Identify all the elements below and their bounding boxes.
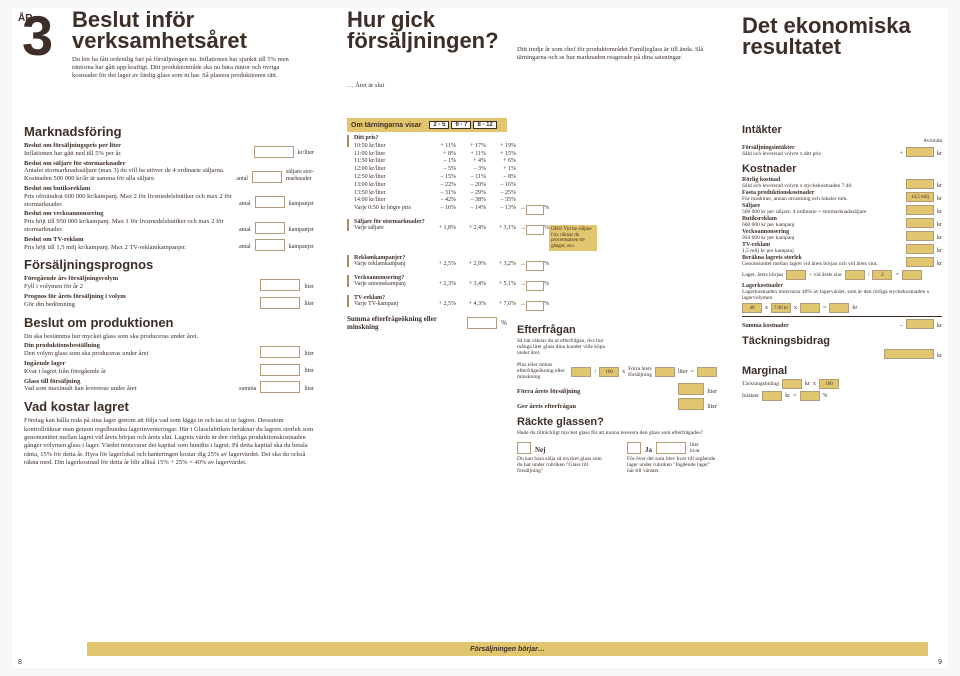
kost-input[interactable] <box>906 244 934 254</box>
effect-icon <box>347 295 349 307</box>
kostnad-row: Beräkna lagrets storlekGenomsnittet mell… <box>742 255 942 267</box>
pris-block: Beslut om försäljningspris per liter Inf… <box>24 142 314 158</box>
marg-tb-input[interactable] <box>782 379 802 389</box>
eq-pct-input[interactable] <box>571 367 591 377</box>
top-mid2-col: Ditt tredje år som chef för produktområd… <box>517 10 717 62</box>
effect-icon <box>347 275 349 287</box>
tv-input[interactable] <box>255 239 285 251</box>
result-column: Intäkter Avrunda FörsäljningsintäkterSål… <box>742 118 942 403</box>
result-title: Det ekonomiska resultatet <box>742 16 937 58</box>
intro-text: Du bör ha fått ordentlig fart på försälj… <box>72 56 302 80</box>
intakter-input[interactable] <box>906 147 934 157</box>
effect-icon <box>347 255 349 267</box>
kostnad-row: Rörlig kostnadSåld och levererad volym x… <box>742 177 942 189</box>
left-column: Marknadsföring Beslut om försäljningspri… <box>24 118 314 470</box>
butik-block: Beslut om butiksreklam Pris oförändrat 6… <box>24 185 314 208</box>
kostnad-row: Veckoannonsering950 000 kr per kampanj k… <box>742 229 942 241</box>
page-number-left: 8 <box>18 659 22 666</box>
prognos2-input[interactable] <box>260 297 300 309</box>
effekt-row: Reklamkampanjer? Varje reklamkampanj + 2… <box>347 255 507 271</box>
kost-input[interactable] <box>906 257 934 267</box>
kostnad-row: Butiksreklam600 000 kr per kampanj kr <box>742 216 942 228</box>
ja-checkbox[interactable] <box>627 442 641 454</box>
ger-input[interactable] <box>678 398 704 410</box>
pris-input[interactable] <box>254 146 294 158</box>
middle-column: Om tärningarna visar 2 - 5 6 - 7 8 - 12 … <box>347 118 507 331</box>
nej-checkbox[interactable] <box>517 442 531 454</box>
lager-vol-input[interactable] <box>800 303 820 313</box>
lager-a-input[interactable] <box>786 270 806 280</box>
vecko-block: Beslut om veckoannonsering Pris höjt til… <box>24 210 314 233</box>
tv-block: Beslut om TV-reklam Pris höjt till 1,5 m… <box>24 236 314 252</box>
mid-sub: … Året är slut <box>347 82 512 89</box>
kostnader-title: Kostnader <box>742 163 942 175</box>
lager-title: Vad kostar lagret <box>24 399 314 414</box>
kost-input[interactable] <box>906 205 934 215</box>
marginal-title: Marginal <box>742 365 942 377</box>
intakter-title: Intäkter <box>742 124 942 136</box>
page-number-right: 9 <box>938 659 942 666</box>
marknadsforing-title: Marknadsföring <box>24 124 314 139</box>
lager-avg-input[interactable] <box>902 270 922 280</box>
lager-b-input[interactable] <box>845 270 865 280</box>
summa-label: Summa efterfrågeökning eller minskning <box>347 315 437 331</box>
mid-title: Hur gick försäljningen? <box>347 10 512 52</box>
vecko-input[interactable] <box>255 222 285 234</box>
kost-input[interactable] <box>906 231 934 241</box>
eq-liter-input[interactable] <box>655 367 675 377</box>
marg-int-input[interactable] <box>762 391 782 401</box>
stor-block: Beslut om säljare för stormarknader Anta… <box>24 160 314 183</box>
year-badge: ÅR 3 <box>22 8 53 64</box>
ja-liter-input[interactable] <box>656 442 686 454</box>
kost-input[interactable]: 14,5 milj <box>906 192 934 202</box>
effect-icon <box>347 219 349 231</box>
lager-text: Företag kan hålla reda på sina lager gen… <box>24 417 314 468</box>
year-label: ÅR <box>18 14 32 24</box>
prod3-input[interactable] <box>260 381 300 393</box>
kostsum-input[interactable] <box>906 319 934 329</box>
dice-header: Om tärningarna visar 2 - 5 6 - 7 8 - 12 <box>347 118 507 132</box>
tackning-title: Täckningsbidrag <box>742 335 942 347</box>
prognos-title: Försäljningsprognos <box>24 257 314 272</box>
kostnad-row: Säljare500 000 kr per säljare. 4 ordinar… <box>742 203 942 215</box>
summa-input[interactable] <box>467 317 497 329</box>
top-left-col: Beslut inför verksamhetsåret Du bör ha f… <box>72 10 312 80</box>
effekt-row: Veckoannonsering? Varje annonskampanj + … <box>347 275 507 291</box>
stor-input[interactable] <box>252 171 282 183</box>
tackning-input[interactable] <box>884 349 934 359</box>
prognos1-input[interactable] <box>260 279 300 291</box>
top-right-col: Det ekonomiska resultatet <box>742 10 937 61</box>
efterfragan-column: Efterfrågan Så här räknar du ut efterfrå… <box>517 118 717 474</box>
kostnad-row: Fasta produktionskostnaderFör maskiner, … <box>742 190 942 202</box>
prod1-input[interactable] <box>260 346 300 358</box>
eq-res-input[interactable] <box>697 367 717 377</box>
forra-input[interactable] <box>678 383 704 395</box>
mid-intro: Ditt tredje år som chef för produktområd… <box>517 46 717 62</box>
effekt-row: Säljare för stormarknader? Varje säljare… <box>347 219 507 251</box>
kost-input[interactable] <box>906 218 934 228</box>
efterfragan-title: Efterfrågan <box>517 324 717 336</box>
prod2-input[interactable] <box>260 364 300 376</box>
rackte-title: Räckte glassen? <box>517 416 717 428</box>
page-title: Beslut inför verksamhetsåret <box>72 10 312 52</box>
kostnad-row: TV-reklam1,5 milj kr per kampanj kr <box>742 242 942 254</box>
produktion-title: Beslut om produktionen <box>24 315 314 330</box>
effekt-row: TV-reklam? Varje TV-kampanj + 2,5% + 4,3… <box>347 295 507 311</box>
butik-input[interactable] <box>255 196 285 208</box>
lager-kost-input[interactable] <box>829 303 849 313</box>
kost-input[interactable] <box>906 179 934 189</box>
marg-res-input[interactable] <box>800 391 820 401</box>
footer-bar: Försäljningen börjar… <box>87 642 928 656</box>
dice-icon <box>347 135 349 147</box>
top-mid-col: Hur gick försäljningen? … Året är slut <box>347 10 512 89</box>
